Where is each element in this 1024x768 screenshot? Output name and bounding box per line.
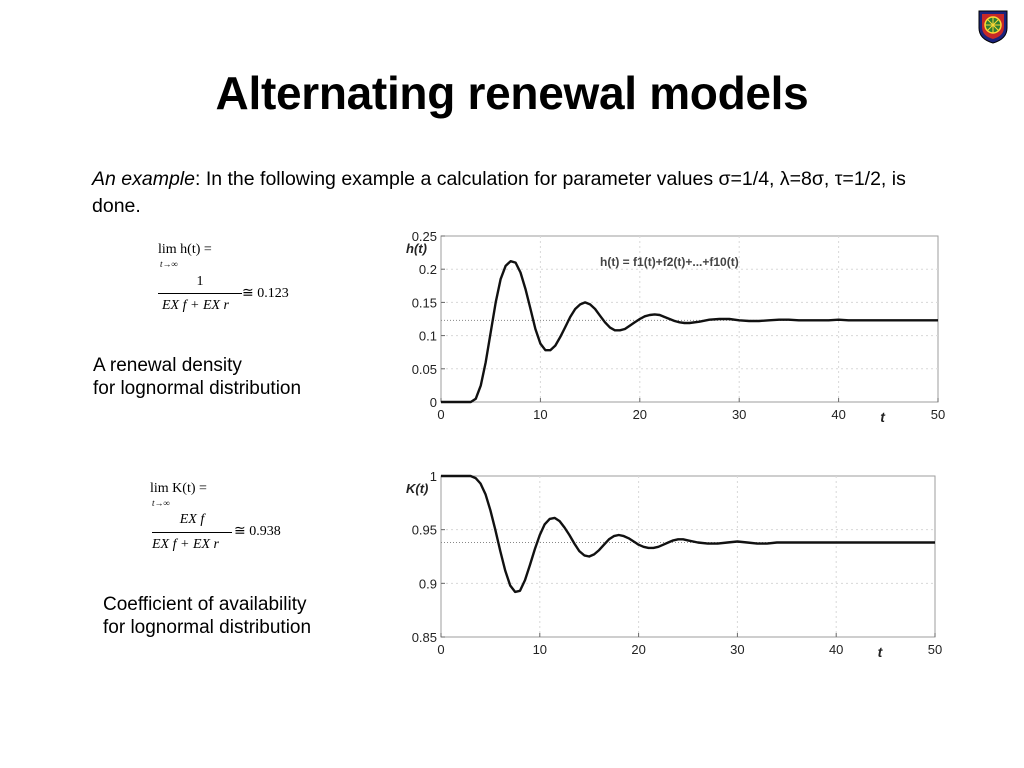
intro-emphasis: An example (92, 168, 195, 190)
k-x-tick-label: 30 (730, 642, 744, 657)
formula1-numerator: 1 (196, 274, 204, 289)
h-x-tick-label: 20 (633, 407, 647, 422)
availability-caption-line2: for lognormal distribution (103, 617, 312, 638)
k-x-tick-label: 20 (631, 642, 645, 657)
formula2-lim: lim K(t) = (150, 481, 207, 496)
formula2-lim-subscript: t→∞ (152, 498, 170, 508)
intro-body: : In the following example a calculation… (92, 168, 906, 217)
intro-text: An example: In the following example a c… (92, 166, 912, 220)
formula2-fraction-bar (152, 532, 232, 533)
renewal-caption-line1: A renewal density (93, 355, 242, 376)
availability-plot: 0 10 20 30 40 50 0.85 0.9 0.95 1 K(t) t (380, 462, 960, 672)
formula1-denominator: EX f + EX r (162, 298, 229, 313)
k-series-line (441, 474, 935, 594)
formula1-result: ≅ 0.123 (242, 286, 289, 301)
formula2-numerator: EX f (179, 512, 205, 527)
k-y-tick-label: 0.85 (412, 630, 437, 645)
k-x-tick-label: 0 (437, 642, 444, 657)
university-logo (975, 8, 1011, 44)
k-y-tick-label: 0.9 (419, 576, 437, 591)
renewal-caption-line2: for lognormal distribution (93, 378, 302, 399)
h-x-tick-label: 10 (533, 407, 547, 422)
formula-renewal-limit: lim h(t) = t→∞ 1 EX f + EX r ≅ 0.123 (158, 242, 318, 322)
k-y-tick-label: 0.95 (412, 523, 437, 538)
h-y-tick-label: 0.05 (412, 362, 437, 377)
h-y-tick-label: 0.1 (419, 329, 437, 344)
k-x-tick-label: 40 (829, 642, 843, 657)
slide-title: Alternating renewal models (215, 67, 809, 119)
h-x-tick-label: 50 (931, 407, 945, 422)
h-y-tick-label: 0.2 (419, 262, 437, 277)
h-plot-frame (440, 235, 939, 403)
k-x-tick-label: 50 (928, 642, 942, 657)
k-y-tick-label: 1 (430, 469, 437, 484)
k-y-axis-label: K(t) (406, 481, 428, 496)
formula1-lim: lim h(t) = (158, 242, 212, 257)
h-y-tick-label: 0.25 (412, 229, 437, 244)
k-x-axis-label: t (878, 644, 884, 660)
k-x-tick-label: 10 (533, 642, 547, 657)
formula2-result: ≅ 0.938 (234, 524, 281, 539)
h-x-tick-label: 30 (732, 407, 746, 422)
formula1-lim-subscript: t→∞ (160, 259, 178, 269)
availability-caption-line1: Coefficient of availability (103, 594, 307, 615)
formula-availability-limit: lim K(t) = t→∞ EX f EX f + EX r ≅ 0.938 (150, 481, 330, 561)
h-series-line (441, 260, 938, 404)
renewal-density-plot: 0 10 20 30 40 50 0 0.05 0.1 0.15 0.2 0.25 h(t) t h(t) … (380, 226, 960, 436)
availability-caption: Coefficient of availability for lognorma… (103, 593, 311, 639)
formula1-fraction-bar (158, 293, 242, 294)
k-plot-frame (440, 475, 936, 638)
h-y-tick-label: 0.15 (412, 295, 437, 310)
h-x-axis-label: t (880, 409, 886, 425)
renewal-density-caption: A renewal density for lognormal distribu… (93, 354, 301, 400)
h-x-tick-label: 40 (831, 407, 845, 422)
formula2-denominator: EX f + EX r (152, 537, 219, 552)
renewal-density-chart: 0 10 20 30 40 50 0 0.05 0.1 0.15 0.2 0.25h(t) t h(t) … (406, 229, 945, 425)
h-legend: h(t) = f1(t)+f2(t)+...+f10(t) (600, 255, 739, 269)
h-x-tick-label: 0 (437, 407, 444, 422)
h-y-tick-label: 0 (430, 395, 437, 410)
availability-chart: 0 10 20 30 40 50 0.85 0.9 0.95 1K(t) t (406, 469, 942, 660)
h-y-axis-label: h(t) (406, 241, 427, 256)
